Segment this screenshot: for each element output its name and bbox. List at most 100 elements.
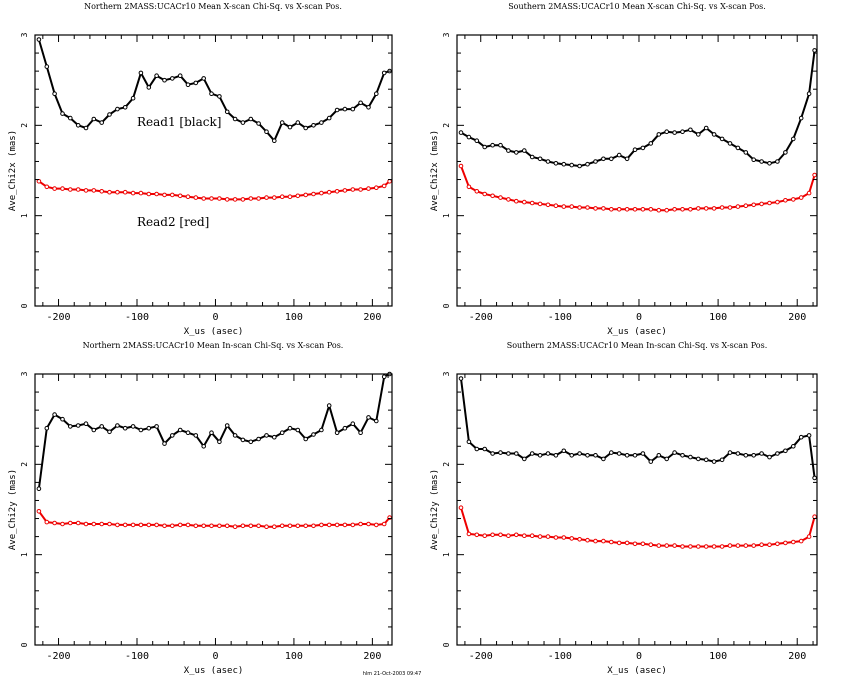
data-point [224, 423, 230, 428]
data-point [727, 205, 733, 210]
data-point [185, 522, 191, 528]
data-point [154, 424, 159, 429]
y-tick-label: 2 [20, 123, 29, 128]
data-point [640, 207, 646, 212]
data-point [506, 197, 511, 202]
data-point [537, 453, 543, 458]
data-point [122, 189, 128, 195]
data-point [664, 543, 670, 548]
data-point [672, 543, 677, 548]
data-point [680, 129, 685, 134]
chart-title: Northern 2MASS:UCACr10 Mean In-scan Chi-… [83, 341, 344, 350]
data-point [146, 425, 152, 431]
y-tick-label: 3 [442, 32, 451, 37]
data-point [311, 191, 316, 197]
plot-frame [456, 34, 818, 307]
data-point [783, 198, 788, 203]
data-point [474, 532, 480, 538]
data-point [44, 519, 50, 525]
data-point [256, 196, 261, 201]
data-point [601, 206, 606, 211]
x-tick-label: 100 [709, 651, 727, 662]
data-point [791, 136, 796, 142]
data-point [68, 115, 73, 121]
data-point [593, 159, 598, 164]
data-point [466, 439, 472, 445]
data-point [334, 522, 340, 528]
data-point [115, 106, 120, 112]
data-point [342, 106, 348, 112]
data-point [561, 161, 567, 167]
data-point [170, 523, 175, 529]
data-point [60, 521, 65, 527]
data-point [751, 202, 757, 208]
data-point [279, 120, 285, 125]
data-point [107, 521, 112, 527]
data-point [812, 514, 817, 520]
data-point [775, 541, 780, 547]
data-point [287, 124, 293, 130]
data-point [743, 453, 749, 458]
data-point [342, 188, 348, 193]
data-point [561, 535, 567, 540]
x-tick-label: 0 [636, 312, 642, 323]
data-point [366, 415, 371, 420]
data-point [791, 197, 796, 202]
data-point [350, 421, 356, 427]
data-point [719, 457, 725, 463]
data-point [624, 207, 630, 212]
data-point [545, 159, 551, 164]
data-point [767, 542, 772, 548]
data-point [482, 533, 488, 539]
x-tick-label: 0 [212, 651, 218, 662]
data-point [458, 130, 464, 135]
data-point [272, 434, 277, 440]
data-point [358, 100, 363, 106]
data-point [569, 204, 575, 209]
y-axis-title: Ave_Chi2y (mas) [8, 469, 18, 550]
data-point [264, 129, 269, 134]
chart-title: Southern 2MASS:UCACr10 Mean X-scan Chi-S… [508, 2, 766, 11]
data-point [209, 523, 214, 529]
data-point [193, 433, 199, 438]
data-point [248, 196, 254, 201]
data-point [52, 91, 57, 96]
data-point [68, 424, 73, 429]
data-point [664, 456, 670, 462]
data-point [806, 534, 812, 539]
data-point [577, 205, 582, 210]
chart-panel-3: Northern 2MASS:UCACr10 Mean In-scan Chi-… [8, 341, 393, 676]
data-point [482, 191, 488, 197]
data-point [326, 403, 332, 408]
data-point [585, 161, 590, 167]
data-point [798, 538, 804, 544]
data-point [553, 535, 559, 540]
data-point [656, 453, 662, 458]
series-read2 [458, 163, 817, 213]
data-point [170, 433, 175, 438]
data-point [609, 156, 614, 162]
data-point [514, 532, 519, 538]
data-point [334, 430, 340, 436]
data-point [374, 418, 379, 424]
data-point [798, 115, 804, 121]
data-point [83, 521, 89, 527]
data-point [624, 453, 630, 458]
data-point [640, 541, 646, 547]
data-point [577, 163, 582, 169]
data-point [279, 194, 285, 199]
data-point [334, 107, 340, 113]
data-point [177, 522, 183, 528]
data-point [498, 532, 503, 538]
data-point [303, 436, 309, 442]
data-point [569, 162, 575, 168]
data-point [44, 425, 50, 431]
data-point [91, 116, 97, 122]
data-point [287, 425, 293, 431]
data-point [295, 193, 301, 199]
data-point [798, 434, 804, 440]
x-tick-label: -100 [125, 651, 149, 662]
data-point [474, 138, 480, 143]
y-tick-label: 2 [442, 462, 451, 467]
data-point [703, 206, 709, 211]
